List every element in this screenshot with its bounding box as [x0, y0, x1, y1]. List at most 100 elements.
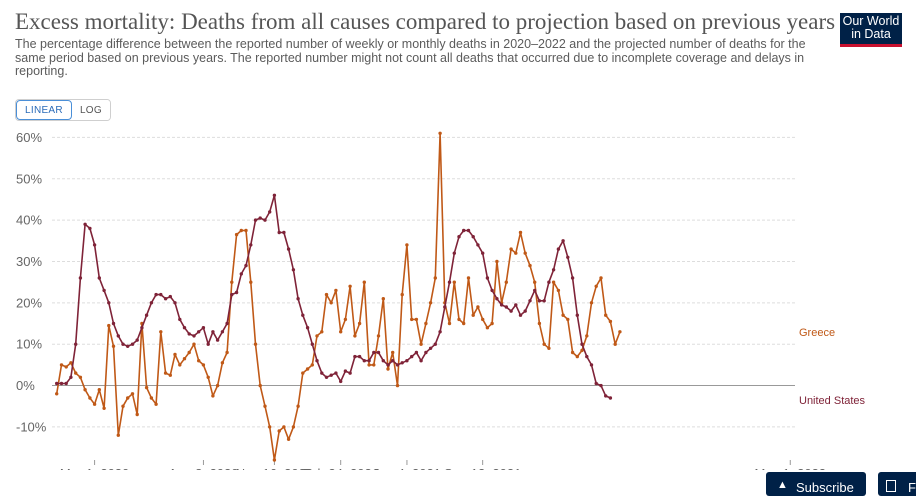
- data-point: [272, 193, 277, 197]
- data-point: [466, 276, 471, 280]
- data-point: [220, 361, 225, 365]
- data-point: [400, 292, 404, 297]
- log-scale-button[interactable]: LOG: [71, 100, 110, 120]
- y-tick-label: 60%: [16, 130, 42, 145]
- data-point: [192, 342, 196, 346]
- data-point: [499, 303, 504, 307]
- data-point: [457, 235, 461, 239]
- data-point: [410, 354, 414, 359]
- data-point: [428, 346, 433, 350]
- y-tick-label: 40%: [16, 213, 42, 228]
- data-point: [575, 354, 579, 359]
- data-point: [197, 359, 201, 363]
- data-point: [348, 284, 352, 288]
- data-point: [239, 272, 243, 276]
- data-point: [410, 317, 414, 322]
- data-point: [111, 321, 116, 326]
- owid-logo[interactable]: Our World in Data: [840, 13, 902, 47]
- data-point: [471, 313, 475, 317]
- y-tick-label: -10%: [16, 419, 47, 434]
- data-point: [570, 350, 575, 355]
- linear-scale-button[interactable]: LINEAR: [16, 100, 72, 120]
- data-point: [514, 251, 518, 255]
- data-point: [533, 288, 537, 293]
- data-point: [268, 425, 272, 429]
- data-point: [438, 330, 442, 334]
- data-point: [405, 359, 409, 363]
- data-point: [301, 371, 305, 375]
- data-point: [504, 305, 508, 309]
- data-point: [523, 251, 527, 255]
- data-point: [490, 321, 494, 326]
- data-point: [566, 255, 570, 259]
- data-point: [168, 373, 172, 377]
- data-point: [286, 437, 291, 441]
- data-point: [523, 309, 527, 313]
- data-point: [144, 313, 149, 317]
- data-point: [268, 210, 272, 214]
- data-point: [447, 321, 452, 326]
- data-point: [197, 330, 201, 334]
- data-point: [116, 334, 121, 338]
- data-point: [83, 388, 87, 392]
- data-point: [462, 321, 466, 326]
- data-point: [135, 338, 139, 342]
- data-point: [130, 392, 135, 396]
- data-point: [353, 334, 357, 338]
- data-point: [334, 371, 338, 375]
- data-point: [324, 292, 329, 297]
- data-point: [324, 375, 329, 379]
- data-point: [362, 359, 366, 363]
- data-point: [551, 280, 556, 284]
- data-point: [178, 317, 182, 322]
- data-point: [126, 344, 130, 348]
- data-point: [126, 396, 130, 400]
- data-point: [296, 404, 300, 408]
- data-point: [258, 383, 262, 388]
- data-point: [315, 359, 319, 363]
- data-point: [481, 251, 485, 255]
- data-point: [490, 288, 494, 293]
- data-point: [225, 350, 229, 355]
- data-point: [187, 350, 191, 355]
- data-point: [608, 396, 613, 400]
- data-point: [556, 288, 561, 293]
- data-point: [69, 375, 73, 379]
- data-point: [159, 292, 163, 297]
- data-point: [249, 280, 253, 284]
- data-point: [92, 402, 97, 406]
- data-point: [561, 313, 565, 317]
- data-point: [220, 330, 225, 334]
- data-point: [154, 402, 158, 406]
- data-point: [518, 313, 523, 317]
- y-tick-label: 20%: [16, 295, 42, 310]
- data-point: [509, 309, 513, 313]
- data-point: [121, 404, 125, 408]
- data-point: [462, 228, 466, 233]
- data-point: [476, 243, 480, 247]
- data-point: [211, 394, 215, 398]
- data-point: [452, 251, 456, 255]
- subscribe-button[interactable]: ▲ Subscribe: [766, 472, 866, 496]
- data-point: [59, 363, 64, 367]
- data-point: [438, 131, 442, 135]
- data-point: [547, 280, 551, 284]
- data-point: [64, 381, 68, 386]
- data-point: [433, 276, 437, 280]
- data-point: [192, 334, 196, 338]
- data-point: [182, 326, 187, 330]
- data-point: [428, 301, 433, 305]
- data-point: [320, 371, 324, 375]
- data-point: [140, 326, 144, 330]
- data-point: [594, 381, 598, 386]
- bell-icon: ▲: [777, 479, 788, 491]
- data-point: [102, 288, 106, 293]
- data-point: [239, 228, 243, 233]
- x-tick-label: Jun 4, 2021: [373, 466, 441, 470]
- follow-button[interactable]: F: [878, 472, 916, 496]
- data-point: [419, 359, 423, 363]
- data-point: [182, 357, 187, 361]
- data-point: [604, 313, 608, 317]
- x-tick-label: Sep 12, 2021: [444, 466, 521, 470]
- data-point: [485, 276, 490, 280]
